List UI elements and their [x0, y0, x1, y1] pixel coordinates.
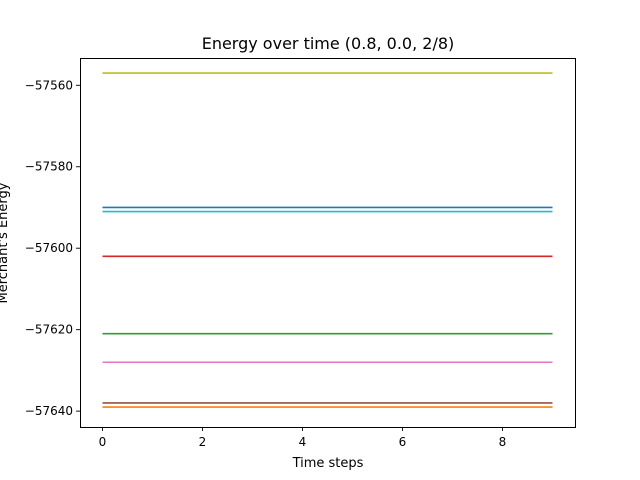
axes-frame — [80, 58, 576, 428]
chart-title: Energy over time (0.8, 0.0, 2/8) — [202, 34, 455, 53]
x-tick-label: 8 — [499, 435, 507, 449]
x-tick-label: 0 — [99, 435, 107, 449]
y-tick-label: −57600 — [25, 241, 73, 255]
x-tick-label: 4 — [299, 435, 307, 449]
y-tick-label: −57580 — [25, 160, 73, 174]
y-tick-label: −57620 — [25, 323, 73, 337]
x-tick-label: 6 — [399, 435, 407, 449]
x-axis-label: Time steps — [292, 456, 364, 471]
y-axis-label: Merchant's Energy — [0, 182, 11, 303]
x-tick-label: 2 — [199, 435, 207, 449]
y-tick-label: −57560 — [25, 78, 73, 92]
tick-layer: 0 2 4 6 8 −57640 −57620 −57600 −57580 −57560 — [25, 78, 507, 449]
y-tick-label: −57640 — [25, 404, 73, 418]
plot-layer — [102, 72, 553, 408]
